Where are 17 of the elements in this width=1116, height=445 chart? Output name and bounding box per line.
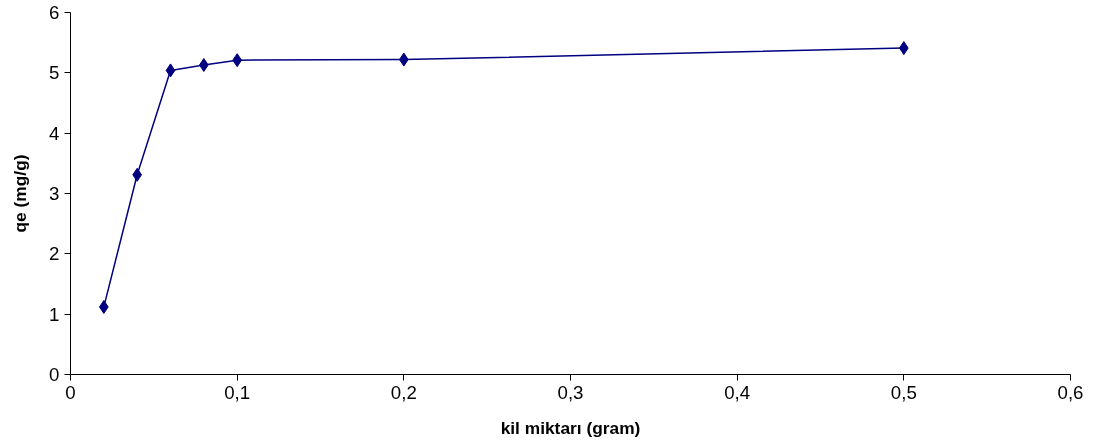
x-tick-label: 0,5 — [890, 381, 917, 403]
x-axis-title: kil miktarı (gram) — [500, 417, 641, 438]
point — [165, 63, 176, 78]
x-tick-label: 0,4 — [724, 381, 751, 403]
y-tick-label: 6 — [49, 2, 60, 23]
x-tick-label: 0,2 — [390, 381, 417, 403]
y-axis-title: qe (mg/g) — [10, 154, 31, 233]
x-tick-label: 0,1 — [224, 381, 251, 403]
x-tick-label: 0,6 — [1057, 381, 1084, 403]
x-tick-label: 0,3 — [557, 381, 584, 403]
y-tick-label: 4 — [49, 122, 60, 144]
y-tick-label: 3 — [49, 183, 60, 204]
y-tick-label: 0 — [49, 364, 60, 385]
y-tick-label: 5 — [49, 62, 60, 84]
x-tick-label: 0 — [65, 381, 76, 403]
y-tick-label: 2 — [49, 243, 60, 265]
y-tick-label: 1 — [49, 303, 60, 325]
